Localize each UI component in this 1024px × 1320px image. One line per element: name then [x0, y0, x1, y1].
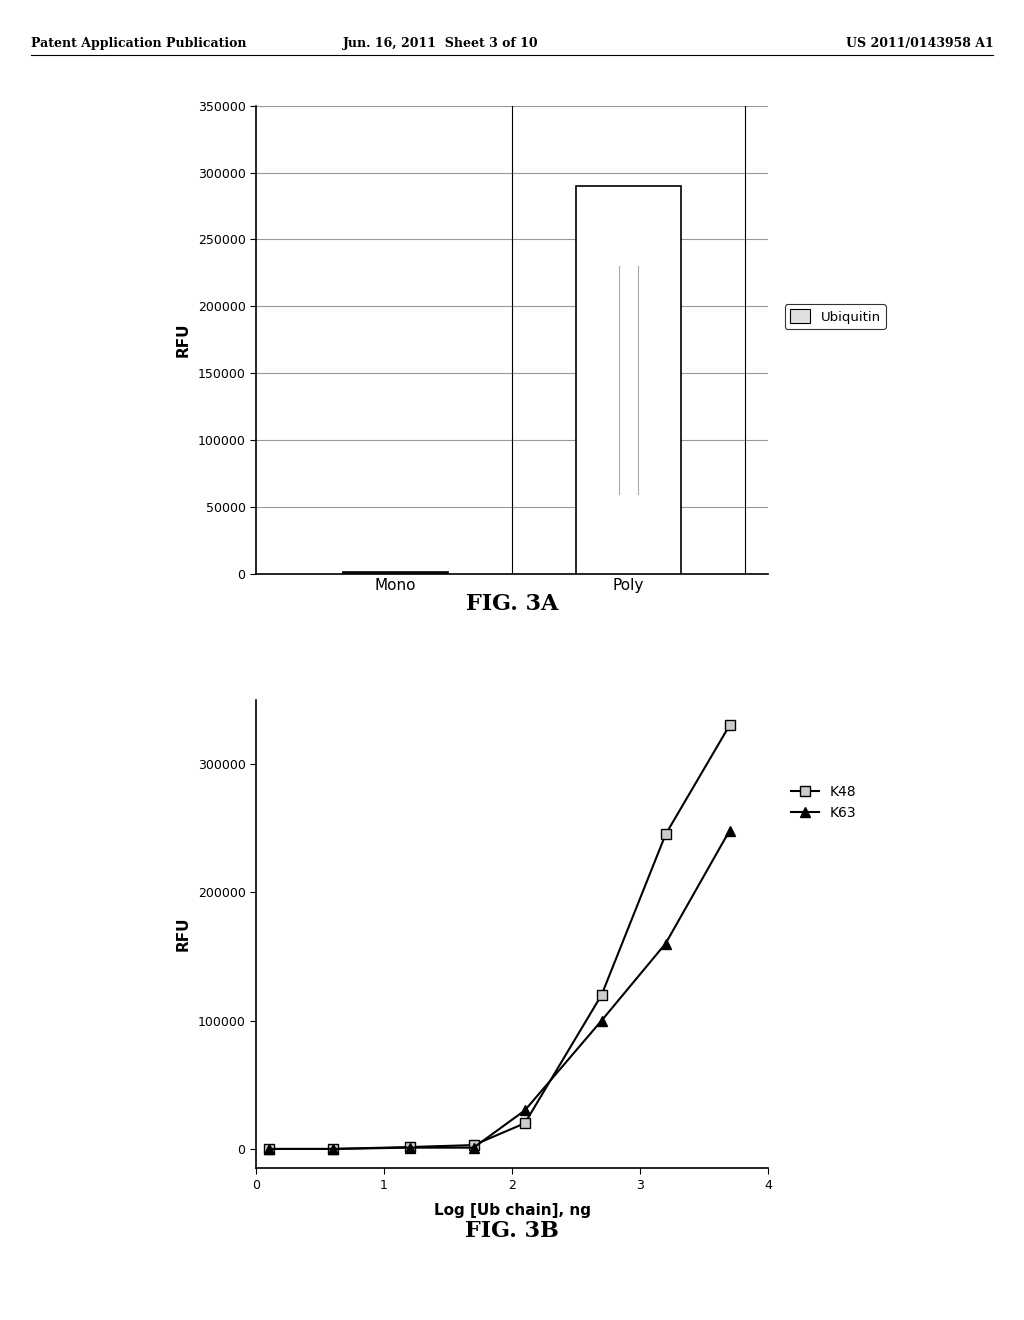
K48 [403, 1139, 416, 1155]
Line: K48: K48 [264, 721, 734, 1154]
K48 [327, 1140, 339, 1156]
Text: FIG. 3A: FIG. 3A [466, 593, 558, 615]
Bar [575, 186, 681, 574]
K48 [518, 1115, 530, 1131]
X-axis label: Log [Ub chain], ng: Log [Ub chain], ng [433, 1203, 591, 1218]
K63 [518, 1102, 530, 1118]
Bar [343, 572, 449, 574]
K63 [403, 1139, 416, 1155]
K48 [723, 717, 735, 733]
K48 [659, 826, 672, 842]
K63 [723, 822, 735, 838]
Text: FIG. 3B: FIG. 3B [465, 1220, 559, 1242]
Text: Patent Application Publication: Patent Application Publication [31, 37, 246, 50]
K48 [467, 1137, 479, 1152]
Text: US 2011/0143958 A1: US 2011/0143958 A1 [846, 37, 993, 50]
K63 [467, 1139, 479, 1155]
Y-axis label: RFU: RFU [176, 916, 190, 952]
K48 [596, 987, 608, 1003]
Legend: K48, K63: K48, K63 [785, 780, 862, 826]
K63 [327, 1140, 339, 1156]
K63 [262, 1140, 274, 1156]
K63 [596, 1012, 608, 1028]
Line: K63: K63 [264, 826, 734, 1154]
K63 [659, 936, 672, 952]
Text: Jun. 16, 2011  Sheet 3 of 10: Jun. 16, 2011 Sheet 3 of 10 [342, 37, 539, 50]
K48 [262, 1140, 274, 1156]
Legend: Ubiquitin: Ubiquitin [784, 304, 886, 329]
Y-axis label: RFU: RFU [176, 322, 190, 358]
